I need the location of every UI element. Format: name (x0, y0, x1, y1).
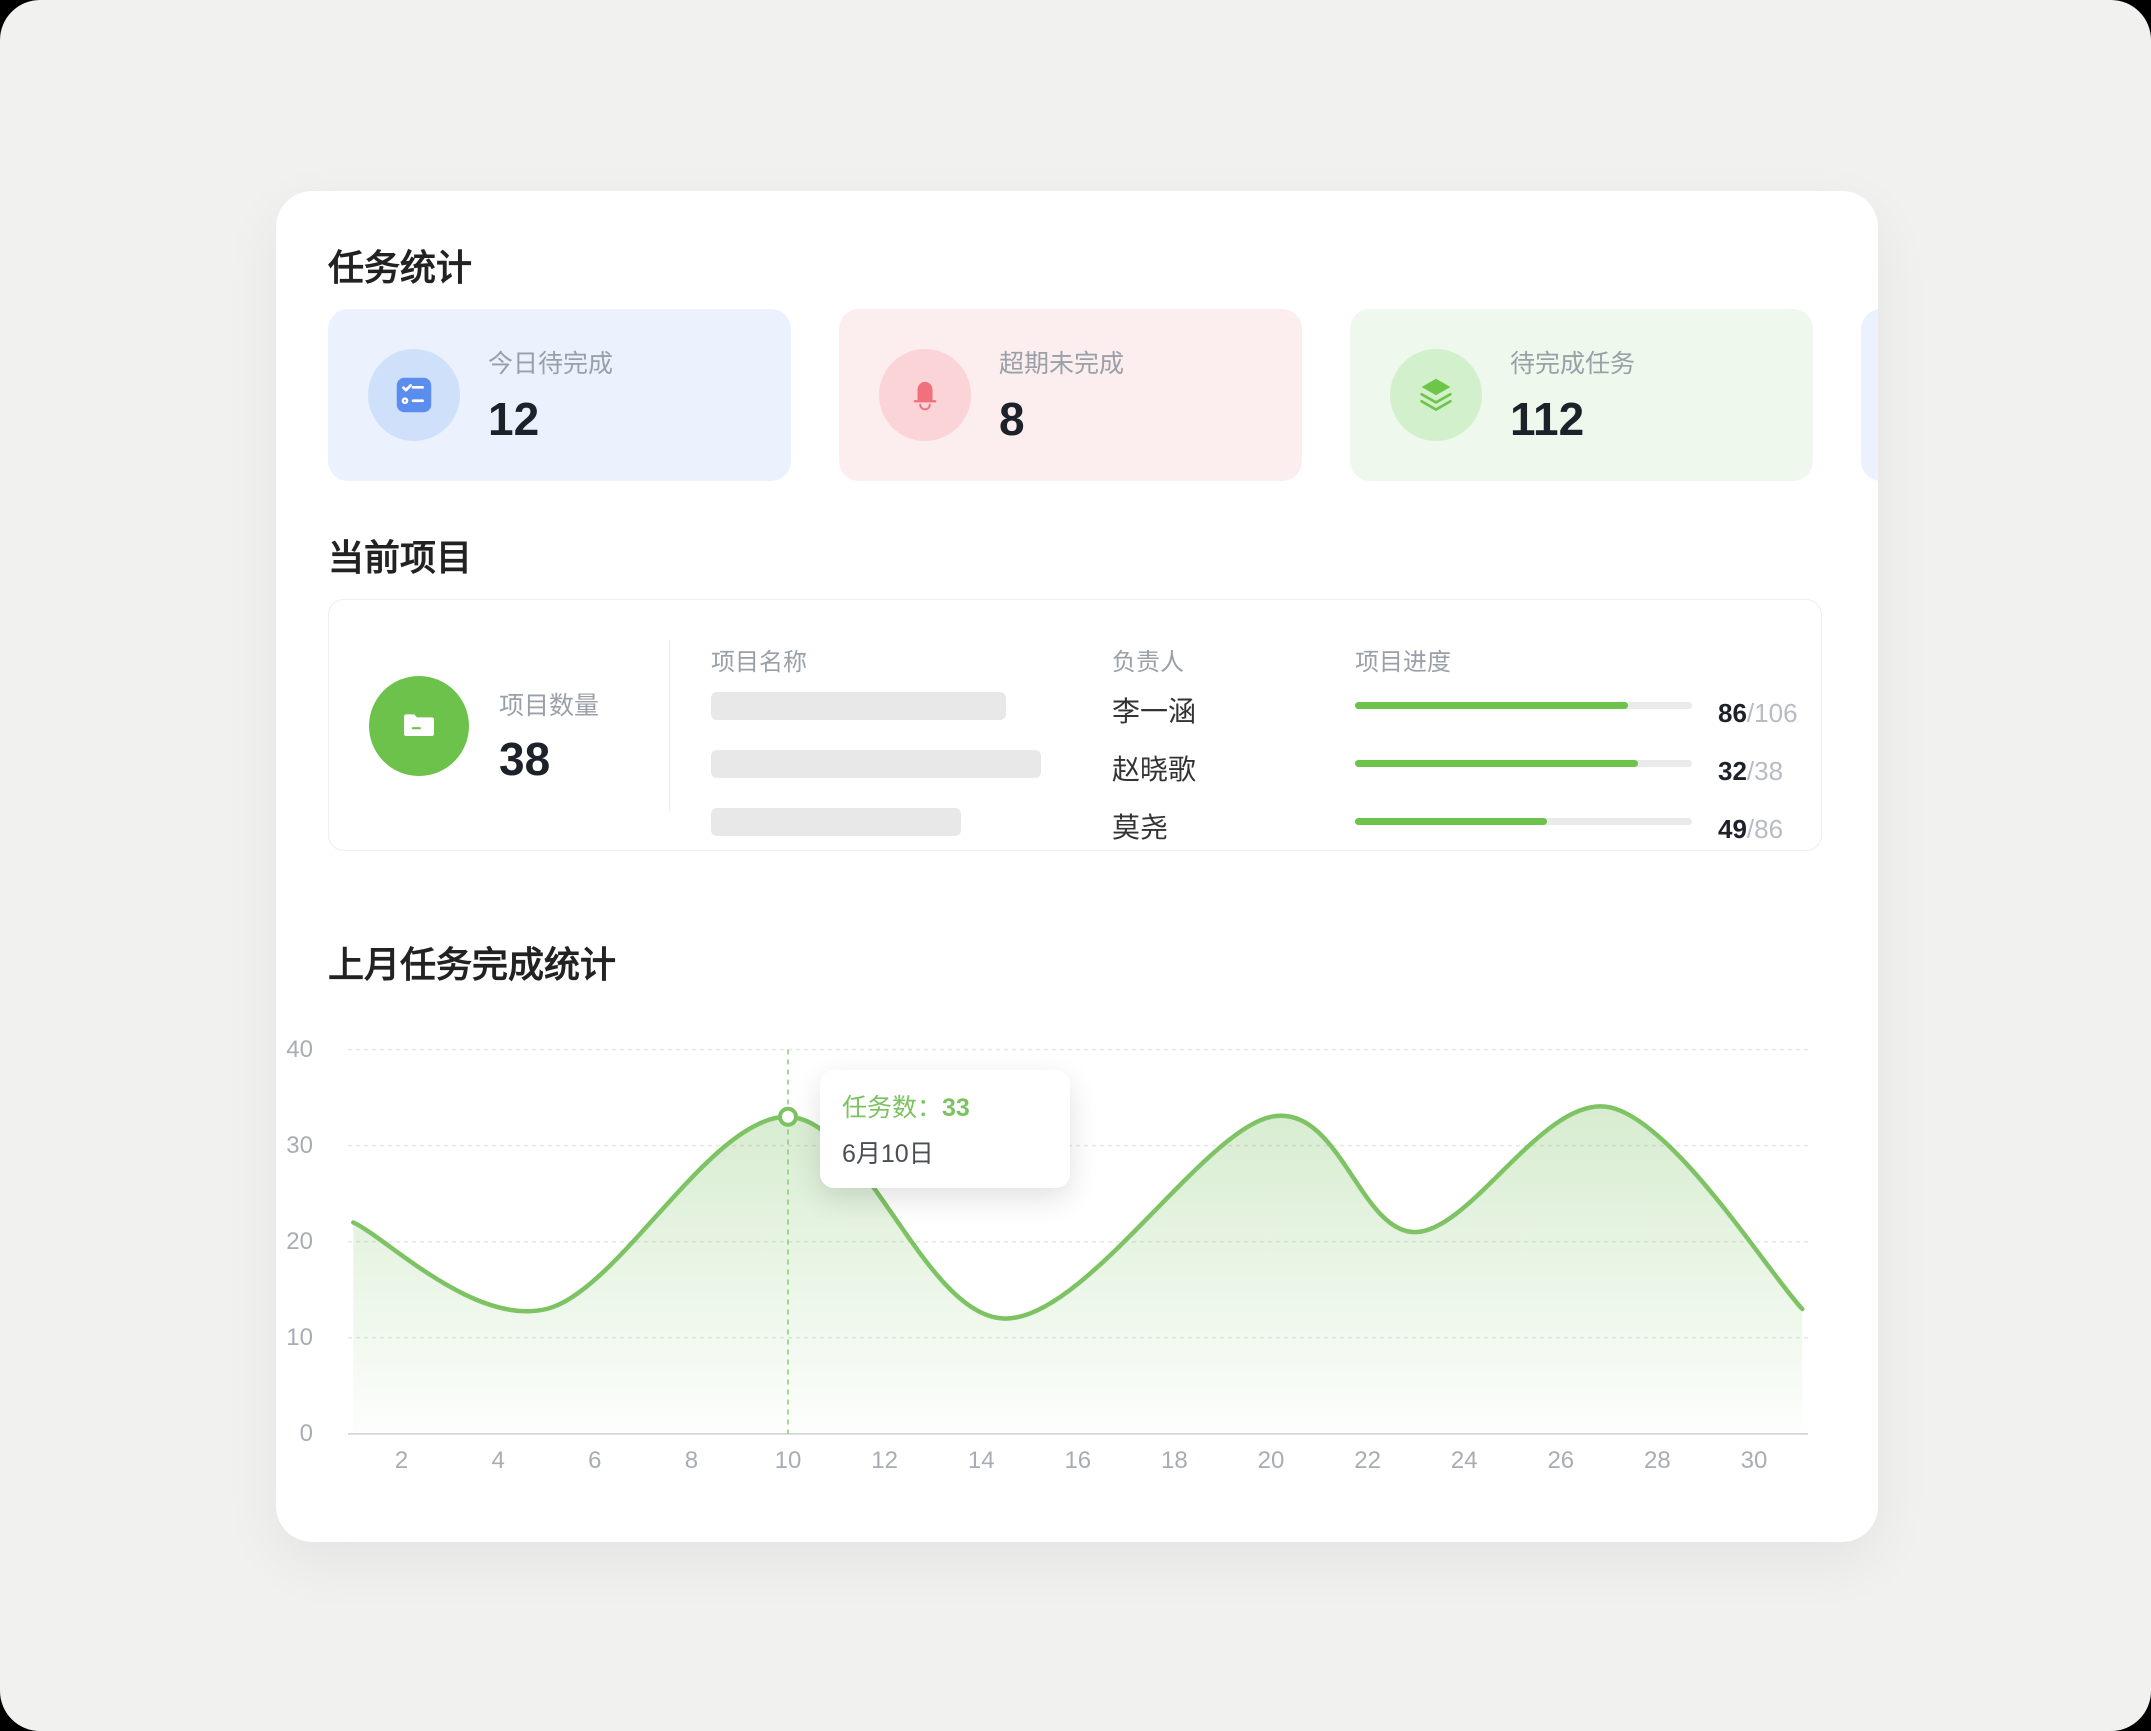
svg-text:0: 0 (300, 1420, 313, 1447)
svg-text:12: 12 (871, 1447, 898, 1474)
svg-text:24: 24 (1451, 1447, 1478, 1474)
svg-text:20: 20 (286, 1228, 313, 1255)
svg-text:40: 40 (286, 1036, 313, 1063)
svg-text:10: 10 (775, 1447, 802, 1474)
svg-text:20: 20 (1258, 1447, 1285, 1474)
svg-text:8: 8 (685, 1447, 698, 1474)
svg-text:22: 22 (1354, 1447, 1381, 1474)
svg-text:14: 14 (968, 1447, 995, 1474)
svg-text:16: 16 (1064, 1447, 1091, 1474)
svg-text:6: 6 (588, 1447, 601, 1474)
svg-text:30: 30 (286, 1132, 313, 1159)
svg-text:30: 30 (1741, 1447, 1768, 1474)
svg-text:26: 26 (1547, 1447, 1574, 1474)
svg-text:4: 4 (492, 1447, 505, 1474)
svg-text:2: 2 (395, 1447, 408, 1474)
svg-text:18: 18 (1161, 1447, 1188, 1474)
svg-text:10: 10 (286, 1324, 313, 1351)
svg-text:28: 28 (1644, 1447, 1671, 1474)
